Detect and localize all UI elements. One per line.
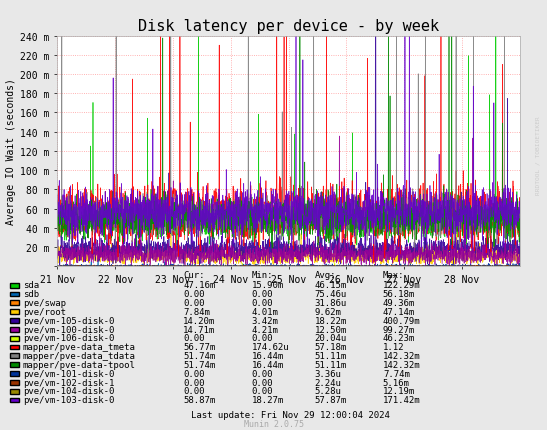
- Text: 4.21m: 4.21m: [252, 325, 278, 334]
- Text: 0.00: 0.00: [183, 290, 205, 298]
- Text: 0.00: 0.00: [252, 334, 273, 343]
- Text: 57.87m: 57.87m: [315, 396, 347, 404]
- Text: 7.84m: 7.84m: [183, 307, 210, 316]
- Text: mapper/pve-data_tmeta: mapper/pve-data_tmeta: [23, 343, 136, 351]
- Text: 0.00: 0.00: [183, 369, 205, 378]
- Text: pve/vm-104-disk-0: pve/vm-104-disk-0: [23, 387, 114, 396]
- Text: 3.42m: 3.42m: [252, 316, 278, 325]
- Text: 122.29m: 122.29m: [383, 281, 421, 290]
- Text: 9.62m: 9.62m: [315, 307, 341, 316]
- Text: 0.00: 0.00: [183, 378, 205, 387]
- Text: 46.23m: 46.23m: [383, 334, 415, 343]
- Text: 3.36u: 3.36u: [315, 369, 341, 378]
- Text: pve/vm-105-disk-0: pve/vm-105-disk-0: [23, 316, 114, 325]
- Text: 14.20m: 14.20m: [183, 316, 216, 325]
- Text: 16.44m: 16.44m: [252, 360, 284, 369]
- Text: 51.11m: 51.11m: [315, 360, 347, 369]
- Text: pve/swap: pve/swap: [23, 298, 66, 307]
- Text: 56.18m: 56.18m: [383, 290, 415, 298]
- Text: 4.01m: 4.01m: [252, 307, 278, 316]
- Text: 12.50m: 12.50m: [315, 325, 347, 334]
- Text: 5.28u: 5.28u: [315, 387, 341, 396]
- Text: 47.16m: 47.16m: [183, 281, 216, 290]
- Text: 16.44m: 16.44m: [252, 351, 284, 360]
- Text: 0.00: 0.00: [183, 298, 205, 307]
- Text: pve/vm-101-disk-0: pve/vm-101-disk-0: [23, 369, 114, 378]
- Text: 0.00: 0.00: [183, 387, 205, 396]
- Text: sdb: sdb: [23, 290, 39, 298]
- Text: 0.00: 0.00: [252, 290, 273, 298]
- Text: 0.00: 0.00: [252, 387, 273, 396]
- Text: 400.79m: 400.79m: [383, 316, 421, 325]
- Title: Disk latency per device - by week: Disk latency per device - by week: [138, 19, 439, 34]
- Text: RRDTOOL / TOBIOETIKER: RRDTOOL / TOBIOETIKER: [536, 116, 540, 194]
- Text: 51.74m: 51.74m: [183, 351, 216, 360]
- Text: 2.24u: 2.24u: [315, 378, 341, 387]
- Text: 58.87m: 58.87m: [183, 396, 216, 404]
- Text: pve/vm-100-disk-0: pve/vm-100-disk-0: [23, 325, 114, 334]
- Text: 142.32m: 142.32m: [383, 351, 421, 360]
- Text: 5.16m: 5.16m: [383, 378, 410, 387]
- Text: pve/vm-106-disk-0: pve/vm-106-disk-0: [23, 334, 114, 343]
- Text: 15.90m: 15.90m: [252, 281, 284, 290]
- Text: 0.00: 0.00: [183, 334, 205, 343]
- Text: 47.14m: 47.14m: [383, 307, 415, 316]
- Text: 56.77m: 56.77m: [183, 343, 216, 351]
- Text: Avg:: Avg:: [315, 270, 336, 280]
- Text: Munin 2.0.75: Munin 2.0.75: [243, 419, 304, 428]
- Text: 0.00: 0.00: [252, 378, 273, 387]
- Text: 142.32m: 142.32m: [383, 360, 421, 369]
- Text: 46.15m: 46.15m: [315, 281, 347, 290]
- Text: pve/root: pve/root: [23, 307, 66, 316]
- Text: 57.18m: 57.18m: [315, 343, 347, 351]
- Text: 49.36m: 49.36m: [383, 298, 415, 307]
- Text: mapper/pve-data-tpool: mapper/pve-data-tpool: [23, 360, 136, 369]
- Text: 51.74m: 51.74m: [183, 360, 216, 369]
- Text: mapper/pve-data_tdata: mapper/pve-data_tdata: [23, 351, 136, 360]
- Text: 18.27m: 18.27m: [252, 396, 284, 404]
- Text: 14.71m: 14.71m: [183, 325, 216, 334]
- Text: pve/vm-103-disk-0: pve/vm-103-disk-0: [23, 396, 114, 404]
- Text: 0.00: 0.00: [252, 369, 273, 378]
- Text: 171.42m: 171.42m: [383, 396, 421, 404]
- Text: 12.19m: 12.19m: [383, 387, 415, 396]
- Text: 1.12: 1.12: [383, 343, 404, 351]
- Text: 0.00: 0.00: [252, 298, 273, 307]
- Text: pve/vm-102-disk-1: pve/vm-102-disk-1: [23, 378, 114, 387]
- Text: 20.04u: 20.04u: [315, 334, 347, 343]
- Text: 174.62u: 174.62u: [252, 343, 289, 351]
- Text: 99.27m: 99.27m: [383, 325, 415, 334]
- Text: sda: sda: [23, 281, 39, 290]
- Text: 51.11m: 51.11m: [315, 351, 347, 360]
- Text: Cur:: Cur:: [183, 270, 205, 280]
- Y-axis label: Average IO Wait (seconds): Average IO Wait (seconds): [6, 78, 16, 225]
- Text: 31.86u: 31.86u: [315, 298, 347, 307]
- Text: 18.22m: 18.22m: [315, 316, 347, 325]
- Text: Max:: Max:: [383, 270, 404, 280]
- Text: Min:: Min:: [252, 270, 273, 280]
- Text: 75.46u: 75.46u: [315, 290, 347, 298]
- Text: Last update: Fri Nov 29 12:00:04 2024: Last update: Fri Nov 29 12:00:04 2024: [191, 410, 391, 419]
- Text: 7.74m: 7.74m: [383, 369, 410, 378]
